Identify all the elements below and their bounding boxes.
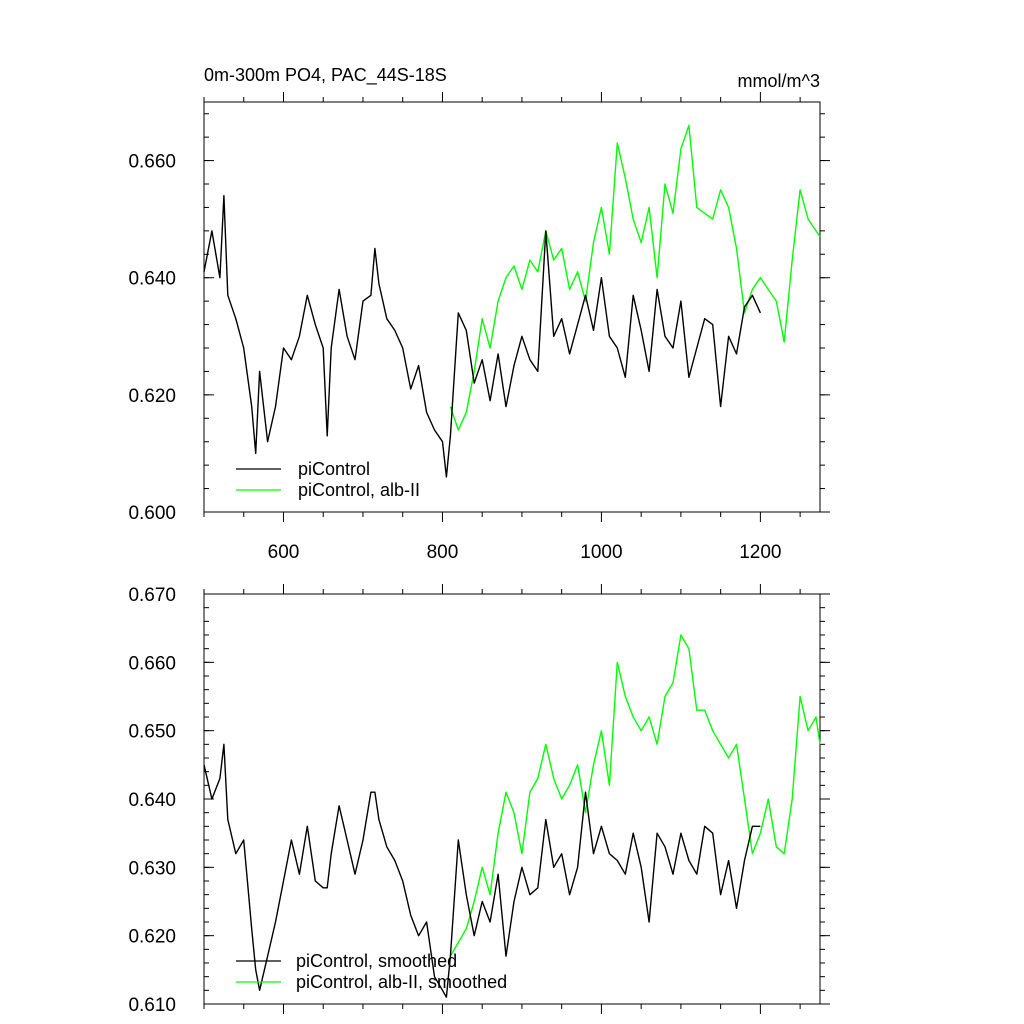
units-label: mmol/m^3 [738,71,820,91]
y-tick-label: 0.640 [128,269,176,290]
panel-title: 0m-300m PO4, PAC_44S-18S [204,65,447,86]
series-line-alb-ii [449,634,821,957]
x-tick-label: 1000 [580,542,622,563]
y-tick-label: 0.660 [128,653,176,674]
x-tick-label: 600 [268,542,300,563]
y-tick-label: 0.610 [128,995,176,1016]
y-tick-label: 0.600 [128,503,176,524]
legend-label-picontrol-smoothed: piControl, smoothed [296,951,457,971]
legend-label-alb-ii-smoothed: piControl, alb-II, smoothed [296,972,507,992]
legend: piControl piControl, alb-II [236,459,420,500]
series-group [203,634,821,998]
y-tick-label: 0.660 [128,152,176,173]
y-tick-label: 0.670 [128,585,176,606]
y-tick-label: 0.620 [128,386,176,407]
plot-frame [203,593,821,1005]
legend-label-alb-ii: piControl, alb-II [298,480,420,500]
x-tick-label: 800 [427,542,459,563]
legend-label-picontrol: piControl [298,459,370,479]
series-line-picontrol [203,194,762,478]
y-tick-label: 0.630 [128,858,176,879]
series-line-alb-ii [449,124,821,431]
y-tick-label: 0.650 [128,722,176,743]
plot-frame [203,101,821,513]
bottom-panel: 0.610 0.620 0.630 0.640 0.650 0.660 0.670 piCo… [128,584,830,1016]
legend: piControl, smoothed piControl, alb-II, s… [236,951,507,992]
x-tick-label: 1200 [739,542,781,563]
top-panel: 0m-300m PO4, PAC_44S-18S mmol/m^3 600 800… [128,65,830,563]
tick-group: 0.610 0.620 0.630 0.640 0.650 0.660 0.670 [128,584,830,1016]
series-line-picontrol [203,743,761,998]
tick-group: 600 800 1000 1200 0.600 0.620 0.640 0.660 [128,92,830,563]
series-group [203,124,821,478]
y-tick-label: 0.620 [128,927,176,948]
y-tick-label: 0.640 [128,790,176,811]
